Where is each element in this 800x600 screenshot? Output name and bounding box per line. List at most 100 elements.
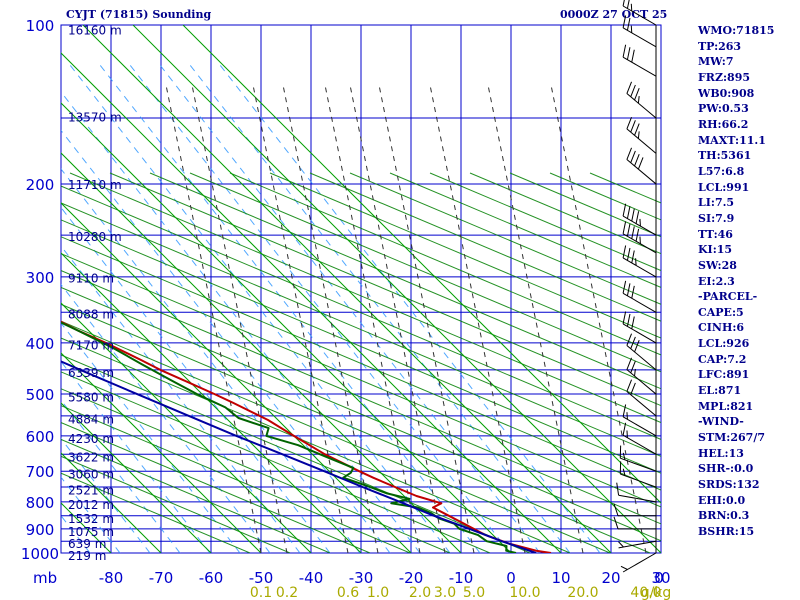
mixing-ratio-tick-label: 1.0 bbox=[367, 585, 389, 600]
wind-barb-feather bbox=[626, 116, 633, 130]
wind-barb bbox=[626, 379, 657, 417]
wind-barb-staff bbox=[622, 323, 657, 344]
wind-barb-feather bbox=[630, 150, 636, 163]
isotherm bbox=[61, 402, 212, 553]
sounding-index-item: TP:263 bbox=[698, 39, 742, 53]
isotherm bbox=[182, 25, 661, 504]
wind-barb bbox=[622, 245, 657, 278]
dry-adiabat bbox=[61, 337, 571, 553]
wind-barb-feather bbox=[626, 313, 631, 327]
wind-barb-feather bbox=[626, 379, 633, 392]
wind-barb-feather bbox=[626, 0, 630, 9]
wind-barb-feather bbox=[635, 228, 640, 242]
sounding-index-item: SRDS:132 bbox=[698, 478, 760, 492]
temperature-tick-label: -60 bbox=[199, 569, 224, 587]
wind-barb-feather bbox=[637, 95, 640, 104]
wind-barb-staff bbox=[618, 494, 657, 503]
temperature-tick-label: 0 bbox=[506, 569, 516, 587]
isotherm bbox=[61, 452, 162, 553]
wind-barb-staff bbox=[622, 215, 657, 236]
dry-adiabat bbox=[61, 320, 611, 553]
height-label: 219 m bbox=[68, 549, 106, 563]
wind-barb bbox=[620, 552, 657, 573]
pressure-tick-label: 200 bbox=[26, 176, 55, 194]
sounding-index-item: EHI:0.0 bbox=[698, 493, 746, 507]
y-axis-unit-label: mb bbox=[33, 569, 57, 587]
height-label: 639 m bbox=[68, 537, 106, 551]
wind-barb-feather bbox=[622, 280, 627, 294]
dry-adiabat bbox=[61, 354, 531, 553]
wind-barb-staff bbox=[622, 233, 657, 254]
sounding-index-item: -WIND- bbox=[698, 415, 744, 429]
sounding-index-item: L57:6.8 bbox=[698, 164, 745, 178]
temperature-tick-label: 10 bbox=[551, 569, 570, 587]
wind-barb bbox=[626, 147, 657, 185]
wind-barb bbox=[622, 44, 657, 77]
mixing-ratio-tick-label: 40.0 bbox=[630, 585, 661, 600]
temperature-tick-label: -70 bbox=[149, 569, 174, 587]
dry-adiabat bbox=[61, 371, 491, 553]
isotherm bbox=[61, 102, 512, 553]
wind-barb-feather bbox=[630, 120, 636, 133]
wind-barb-staff bbox=[626, 128, 657, 154]
wind-barb bbox=[619, 461, 657, 488]
temperature-tick-label: 20 bbox=[601, 569, 620, 587]
wind-barb-feather bbox=[631, 316, 635, 329]
isotherm bbox=[61, 302, 312, 553]
dry-adiabat bbox=[61, 438, 331, 553]
wind-barb-feather bbox=[613, 516, 619, 529]
wind-barb-feather bbox=[626, 333, 633, 346]
temperature-tick-label: 0 bbox=[654, 569, 664, 587]
sounding-index-item: LI:7.5 bbox=[698, 196, 735, 210]
wind-barb-feather bbox=[622, 245, 627, 259]
wind-barb-feather bbox=[622, 404, 627, 417]
wind-barb-feather bbox=[626, 47, 631, 60]
wind-barb bbox=[622, 404, 657, 437]
sounding-index-item: WB0:908 bbox=[698, 86, 755, 100]
mixing-ratio-tick-label: 20.0 bbox=[567, 585, 598, 600]
wind-barb bbox=[622, 311, 657, 344]
dry-adiabat bbox=[61, 421, 371, 553]
wind-barb-feather bbox=[622, 452, 626, 461]
mixing-ratio-tick-label: 5.0 bbox=[463, 585, 485, 600]
dry-adiabat bbox=[469, 172, 661, 255]
wind-barb-feather bbox=[634, 339, 640, 353]
wind-barb-feather bbox=[630, 336, 636, 349]
mixing-ratio-tick-label: 0.6 bbox=[337, 585, 359, 600]
wind-barb-feather bbox=[634, 153, 640, 167]
wind-barb bbox=[622, 280, 657, 313]
moist-adiabat bbox=[129, 64, 511, 553]
temperature-tick-label: -10 bbox=[449, 569, 474, 587]
isotherm bbox=[61, 152, 462, 553]
sounding-index-item: MPL:821 bbox=[698, 399, 754, 413]
temperature-tick-label: -20 bbox=[399, 569, 424, 587]
sounding-index-item: PW:0.53 bbox=[698, 102, 749, 116]
dry-adiabat bbox=[429, 172, 661, 272]
height-label: 8088 m bbox=[68, 308, 114, 322]
temperature-tick-label: -50 bbox=[249, 569, 274, 587]
sounding-index-item: EI:2.3 bbox=[698, 274, 735, 288]
wind-barb-feather bbox=[622, 0, 625, 7]
wind-barb-staff bbox=[622, 257, 657, 278]
mixing-ratio-line bbox=[550, 84, 647, 553]
height-label: 1532 m bbox=[68, 512, 114, 526]
dry-adiabat bbox=[149, 172, 661, 390]
pressure-tick-label: 900 bbox=[26, 521, 55, 539]
sounding-index-item: TH:5361 bbox=[698, 149, 752, 163]
sounding-index-item: BRN:0.3 bbox=[698, 509, 750, 523]
chart-title: CYJT (71815) Sounding bbox=[66, 8, 212, 21]
wind-barb bbox=[626, 116, 657, 154]
profile-lines bbox=[61, 320, 552, 553]
wind-barb bbox=[622, 221, 657, 254]
dry-adiabat bbox=[61, 303, 651, 553]
height-label: 9110 m bbox=[68, 272, 114, 286]
height-label: 2012 m bbox=[68, 498, 114, 512]
wind-barb-staff bbox=[620, 457, 657, 472]
height-labels: 16160 m 13570 m 11710 m 10280 m 9110 m 8088 m… bbox=[68, 24, 122, 563]
sounding-index-item: RH:66.2 bbox=[698, 117, 749, 131]
wind-barb-staff bbox=[626, 159, 657, 185]
wind-barb bbox=[616, 482, 657, 503]
wind-barb-feather bbox=[622, 422, 627, 436]
dry-adiabat bbox=[389, 172, 661, 288]
